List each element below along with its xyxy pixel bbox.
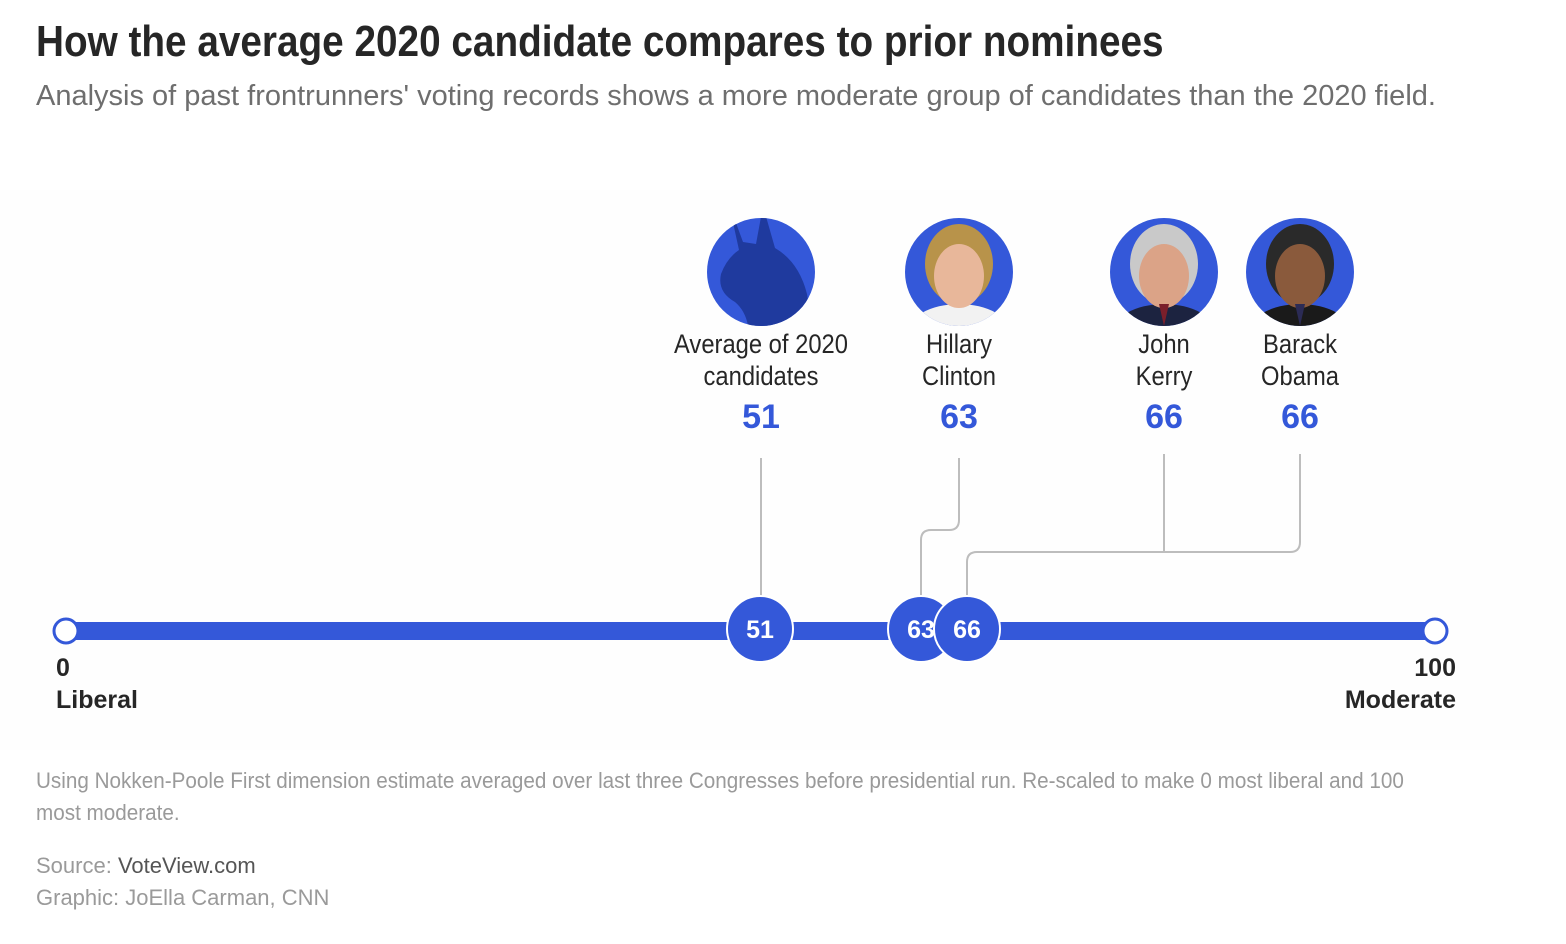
portrait-hillary-clinton [905,218,1013,326]
candidate-value: 66 [1281,398,1319,436]
dot-hillary-clinton-label: 63 [907,616,935,644]
chart-title: How the average 2020 candidate compares … [36,17,1164,66]
data-dots: 51 63 66 [726,595,1001,663]
donkey-icon [707,218,815,326]
candidate-value: 66 [1145,398,1183,436]
candidate-name: Hillary Clinton [922,329,996,391]
methodology-note: Using Nokken-Poole First dimension estim… [36,768,1404,825]
axis-min-desc: Liberal [56,686,138,714]
candidate-value: 51 [742,398,780,436]
candidate-portraits [707,218,1354,326]
chart-subtitle: Analysis of past frontrunners' voting re… [36,80,1436,112]
axis-min-value: 0 [56,654,70,682]
portrait-barack-obama [1246,218,1354,326]
dot-average-2020-label: 51 [746,616,774,644]
portrait-john-kerry [1110,218,1218,326]
axis-max-value: 100 [1414,654,1456,682]
candidate-name: Barack Obama [1261,329,1339,391]
candidate-value: 63 [940,398,978,436]
candidate-name: John Kerry [1135,329,1193,391]
connector-line-clinton [920,458,960,631]
dot-average-2020 [726,595,794,663]
axis-max-desc: Moderate [1344,686,1456,714]
connector-lines [760,454,1301,631]
axis-max-endpoint [1421,617,1449,645]
axis-max-label: 100 Moderate [1256,652,1456,716]
connector-line-obama [966,454,1301,631]
axis-min-endpoint [52,617,80,645]
source-name[interactable]: VoteView.com [117,853,256,878]
dot-kerry-obama-label: 66 [953,616,981,644]
axis-min-label: 0 Liberal [56,652,138,716]
source-prefix: Source: [36,853,118,878]
candidate-name: Average of 2020 candidates [674,329,848,391]
graphic-credit: Graphic: JoElla Carman, CNN [36,885,330,910]
dot-kerry-obama [933,595,1001,663]
source-line: Source: VoteView.com [36,853,256,879]
